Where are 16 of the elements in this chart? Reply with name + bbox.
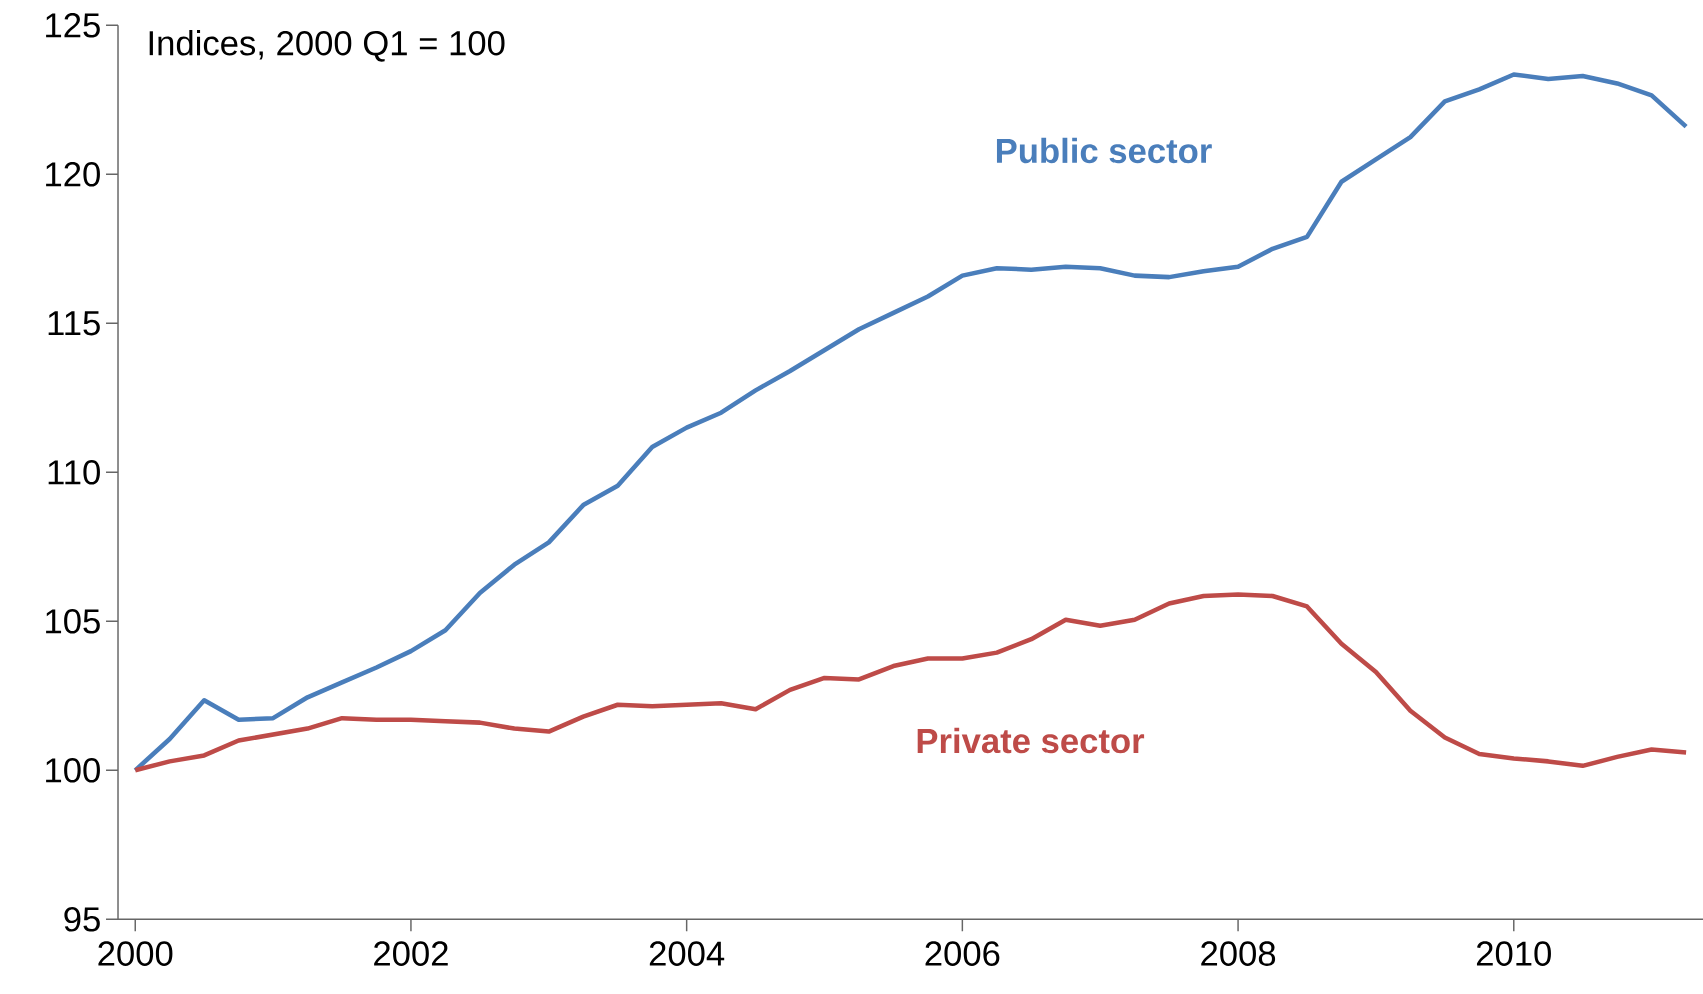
x-tick-label: 2008 [1201, 941, 1276, 966]
text: Public sector [996, 137, 1212, 164]
x-tick-label: 2010 [1476, 941, 1551, 966]
chart-title: Indices, 2000 Q1 = 100 [149, 30, 505, 62]
y-tick-label: 125 [46, 13, 100, 38]
x-tick-label: 2004 [649, 941, 725, 966]
y-tick-label: 110 [48, 460, 100, 485]
x-tick-label: 2002 [374, 941, 448, 966]
y-tick-label: 95 [64, 907, 100, 932]
x-tick-label: 2006 [925, 941, 1000, 966]
y-tick-label: 105 [46, 609, 100, 634]
series-label: Private sector [917, 727, 1145, 754]
y-tick-label: 115 [48, 311, 100, 336]
x-tick-label: 2000 [98, 941, 173, 966]
y-tick-label: 100 [46, 758, 100, 783]
y-tick-label: 120 [46, 162, 100, 187]
